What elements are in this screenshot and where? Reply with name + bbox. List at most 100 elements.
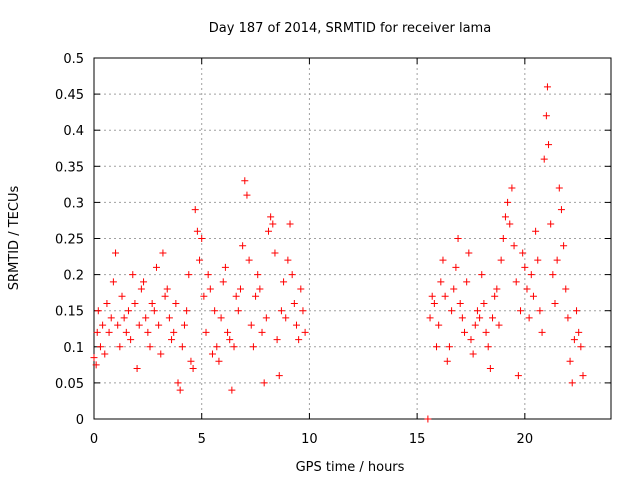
data-point	[230, 343, 238, 351]
axis-ticks: 0 0.05 0.1 0.15 0.2 0.25 0.3 0.35 0.4 0.45 0.5 0 5 10…	[55, 52, 611, 447]
data-point	[226, 336, 234, 344]
data-point	[491, 292, 499, 300]
data-point	[271, 249, 279, 257]
data-point	[155, 321, 163, 329]
data-point	[538, 328, 546, 336]
data-point	[280, 278, 288, 286]
data-point	[519, 249, 527, 257]
data-point	[555, 184, 563, 192]
data-point	[217, 314, 225, 322]
data-point	[114, 321, 122, 329]
data-point	[564, 314, 572, 322]
data-point	[560, 242, 568, 250]
data-point	[174, 379, 182, 387]
data-point	[448, 307, 456, 315]
data-point	[264, 227, 272, 235]
data-point	[534, 256, 542, 264]
data-point	[206, 285, 214, 293]
data-point	[142, 314, 150, 322]
data-point	[262, 314, 270, 322]
data-point	[476, 314, 484, 322]
data-point	[168, 336, 176, 344]
data-point	[297, 285, 305, 293]
data-point	[193, 227, 201, 235]
data-point	[443, 357, 451, 365]
x-axis-label: GPS time / hours	[296, 460, 405, 475]
data-point	[463, 278, 471, 286]
data-point	[152, 263, 160, 271]
data-point	[260, 379, 268, 387]
data-point	[540, 155, 548, 163]
data-point	[112, 249, 120, 257]
data-point	[165, 314, 173, 322]
data-point	[249, 343, 257, 351]
data-point	[135, 321, 143, 329]
data-point	[573, 307, 581, 315]
data-point	[144, 328, 152, 336]
data-point	[157, 350, 165, 358]
data-point	[183, 307, 191, 315]
data-point	[454, 235, 462, 242]
data-point	[204, 271, 212, 279]
data-point	[489, 314, 497, 322]
y-tick-label: 0.3	[63, 196, 84, 211]
data-point	[557, 206, 565, 214]
data-point	[523, 285, 531, 293]
data-point	[501, 213, 509, 221]
data-point	[497, 256, 505, 264]
data-point	[131, 299, 139, 307]
data-point	[426, 314, 434, 322]
data-point	[456, 299, 464, 307]
y-tick-label: 0.15	[55, 305, 84, 320]
chart-title: Day 187 of 2014, SRMTID for receiver lam…	[209, 21, 491, 36]
data-point	[94, 307, 102, 315]
data-point	[159, 249, 167, 257]
data-point	[178, 343, 186, 351]
data-point	[118, 292, 126, 300]
data-point	[269, 220, 277, 228]
data-point	[176, 386, 184, 394]
data-point	[228, 386, 236, 394]
data-point	[241, 177, 249, 185]
data-point	[458, 314, 466, 322]
data-point	[105, 328, 113, 336]
data-point	[172, 299, 180, 307]
data-point	[514, 372, 522, 380]
data-point	[525, 314, 533, 322]
data-point	[577, 343, 585, 351]
data-point	[290, 299, 298, 307]
data-point	[148, 299, 156, 307]
data-point	[482, 328, 490, 336]
y-tick-label: 0.45	[55, 88, 84, 103]
data-point	[202, 328, 210, 336]
data-point	[288, 271, 296, 279]
data-point	[301, 328, 309, 336]
data-point	[232, 292, 240, 300]
y-tick-label: 0.2	[63, 269, 84, 284]
data-point	[224, 328, 232, 336]
y-tick-label: 0.05	[55, 377, 84, 392]
data-point	[568, 379, 576, 387]
data-point	[93, 328, 101, 336]
data-point	[545, 141, 553, 149]
data-point	[547, 220, 555, 228]
data-point	[267, 213, 275, 221]
y-tick-label: 0.1	[63, 341, 84, 356]
data-point	[219, 278, 227, 286]
data-point	[486, 364, 494, 372]
y-tick-label: 0.5	[63, 52, 84, 67]
scatter-points	[90, 83, 587, 423]
data-point	[92, 361, 100, 369]
data-point	[282, 314, 290, 322]
data-point	[200, 292, 208, 300]
data-point	[435, 321, 443, 329]
data-point	[137, 285, 145, 293]
data-point	[549, 271, 557, 279]
x-tick-label: 0	[90, 432, 98, 447]
plot-frame	[93, 57, 612, 420]
data-point	[254, 271, 262, 279]
data-point	[461, 328, 469, 336]
data-point	[191, 206, 199, 214]
data-point	[170, 328, 178, 336]
